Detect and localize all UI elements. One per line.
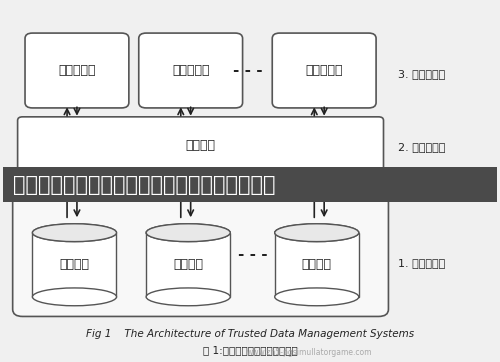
Text: 用户／应用: 用户／应用 [306,64,343,77]
Bar [274,233,359,297]
Ellipse shape [32,224,116,241]
Ellipse shape [146,224,230,241]
Bar [3,167,497,202]
Text: 3. 外部可信性: 3. 外部可信性 [398,69,446,79]
Text: 数据存储: 数据存储 [173,258,203,271]
FancyBboxPatch shape [25,33,129,108]
Text: Fig 1    The Architecture of Trusted Data Management Systems: Fig 1 The Architecture of Trusted Data M… [86,329,414,339]
Text: 数据处理: 数据处理 [186,139,216,152]
Text: 用户／应用: 用户／应用 [172,64,210,77]
Text: - - -: - - - [238,247,268,262]
Text: 图 1:可信数据管理系统体系结构: 图 1:可信数据管理系统体系结构 [202,345,298,355]
FancyBboxPatch shape [18,117,384,174]
Text: 1. 存储可信性: 1. 存储可信性 [398,258,446,268]
FancyBboxPatch shape [138,33,242,108]
FancyBboxPatch shape [272,33,376,108]
Ellipse shape [32,288,116,306]
Ellipse shape [274,224,359,241]
Ellipse shape [274,288,359,306]
Text: - - -: - - - [232,63,262,78]
Bar [32,233,116,297]
Text: 2. 处理可信性: 2. 处理可信性 [398,142,446,152]
FancyBboxPatch shape [12,195,388,316]
Ellipse shape [32,224,116,241]
Ellipse shape [146,288,230,306]
Ellipse shape [274,224,359,241]
Text: www.zh5-pgsimullatorgame.com: www.zh5-pgsimullatorgame.com [246,349,372,357]
Ellipse shape [146,224,230,241]
Text: 数据存储: 数据存储 [60,258,90,271]
Text: 数据存储: 数据存储 [302,258,332,271]
Text: 德甲比赛数据管理与分析系统的设计与应用研究: 德甲比赛数据管理与分析系统的设计与应用研究 [12,174,275,194]
Text: 用户／应用: 用户／应用 [58,64,96,77]
Bar [146,233,230,297]
